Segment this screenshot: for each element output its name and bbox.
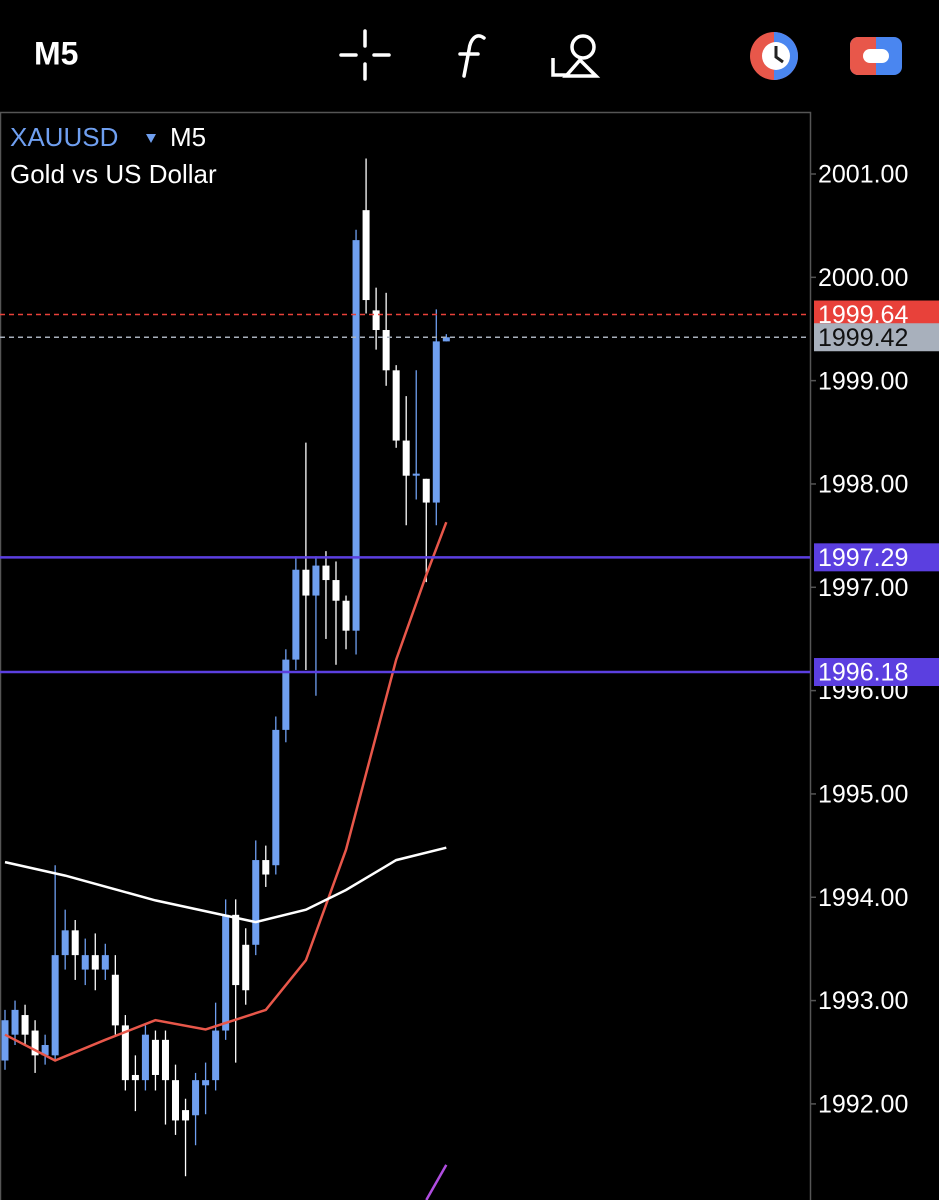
y-tick-label: 2001.00 bbox=[818, 161, 908, 189]
candle-body bbox=[312, 565, 320, 596]
candle-body bbox=[392, 370, 400, 441]
price-level-label: 1997.29 bbox=[818, 544, 908, 572]
price-level-label: 1996.18 bbox=[818, 659, 908, 687]
chart-frame bbox=[0, 111, 812, 1200]
y-tick-label: 1998.00 bbox=[818, 471, 908, 499]
objects-icon[interactable] bbox=[551, 34, 601, 78]
symbol-dropdown[interactable] bbox=[146, 134, 156, 143]
candle-body bbox=[141, 1034, 149, 1081]
candle-body bbox=[21, 1015, 29, 1035]
candle-body bbox=[51, 955, 59, 1056]
candle-body bbox=[91, 955, 99, 970]
candle-body bbox=[31, 1030, 39, 1056]
candle-body bbox=[101, 955, 109, 970]
crosshair-icon[interactable] bbox=[339, 29, 391, 81]
y-tick-label: 1995.00 bbox=[818, 781, 908, 809]
candle-body bbox=[372, 310, 380, 331]
candle-body bbox=[442, 337, 450, 342]
candle-body bbox=[262, 860, 270, 875]
candle-body bbox=[41, 1045, 49, 1056]
y-tick-label: 1997.00 bbox=[818, 574, 908, 602]
candle-body bbox=[202, 1080, 210, 1086]
trade-icon[interactable] bbox=[750, 32, 798, 80]
candle-body bbox=[232, 914, 240, 986]
candle-body bbox=[292, 569, 300, 660]
candle-body bbox=[352, 240, 360, 631]
candle-body bbox=[61, 930, 69, 956]
indicator-line bbox=[4, 521, 448, 1062]
candle-body bbox=[432, 341, 440, 503]
header-timeframe: M5 bbox=[170, 122, 206, 152]
candle-body bbox=[192, 1080, 200, 1116]
candle-body bbox=[252, 860, 260, 945]
candle-body bbox=[322, 565, 330, 581]
toggle-icon[interactable] bbox=[850, 37, 902, 75]
candle-body bbox=[131, 1074, 139, 1081]
candle-body bbox=[422, 478, 430, 503]
indicators-icon[interactable] bbox=[458, 34, 486, 78]
plot: 1992.001993.001994.001995.001996.001997.… bbox=[0, 158, 939, 1200]
candle-body bbox=[402, 440, 410, 476]
candle-body bbox=[11, 1009, 19, 1035]
candle-body bbox=[332, 580, 340, 601]
candle-body bbox=[382, 330, 390, 371]
y-tick-label: 1999.00 bbox=[818, 367, 908, 395]
y-tick-label: 2000.00 bbox=[818, 264, 908, 292]
candle-body bbox=[282, 659, 290, 730]
candle-body bbox=[71, 930, 79, 956]
candle-body bbox=[161, 1039, 169, 1081]
candle-body bbox=[182, 1110, 190, 1121]
candle-body bbox=[151, 1039, 159, 1075]
y-tick-label: 1993.00 bbox=[818, 987, 908, 1015]
candle-body bbox=[212, 1030, 220, 1081]
candle-body bbox=[81, 955, 89, 970]
candle-body bbox=[412, 473, 420, 476]
symbol[interactable]: XAUUSD bbox=[10, 122, 118, 152]
candle-body bbox=[111, 974, 119, 1026]
price-level-tag bbox=[814, 658, 939, 687]
y-tick-label: 1994.00 bbox=[818, 884, 908, 912]
candle-body bbox=[272, 729, 280, 866]
candle-body bbox=[121, 1025, 129, 1081]
candle-body bbox=[302, 569, 310, 596]
price-level-tag bbox=[814, 323, 939, 352]
indicator-line bbox=[4, 846, 447, 924]
price-level-label: 1999.42 bbox=[818, 324, 908, 352]
candle-body bbox=[222, 914, 230, 1031]
price-level-tag bbox=[814, 543, 939, 572]
candle-body bbox=[362, 210, 370, 301]
candle-body bbox=[342, 600, 350, 631]
y-tick-label: 1992.00 bbox=[818, 1091, 908, 1119]
candle-body bbox=[172, 1080, 180, 1121]
candle-body bbox=[242, 944, 250, 991]
symbol-description: Gold vs US Dollar bbox=[10, 159, 217, 189]
candle-body bbox=[1, 1020, 9, 1061]
timeframe-button[interactable]: M5 bbox=[34, 35, 78, 71]
indicator-line bbox=[425, 1164, 448, 1200]
